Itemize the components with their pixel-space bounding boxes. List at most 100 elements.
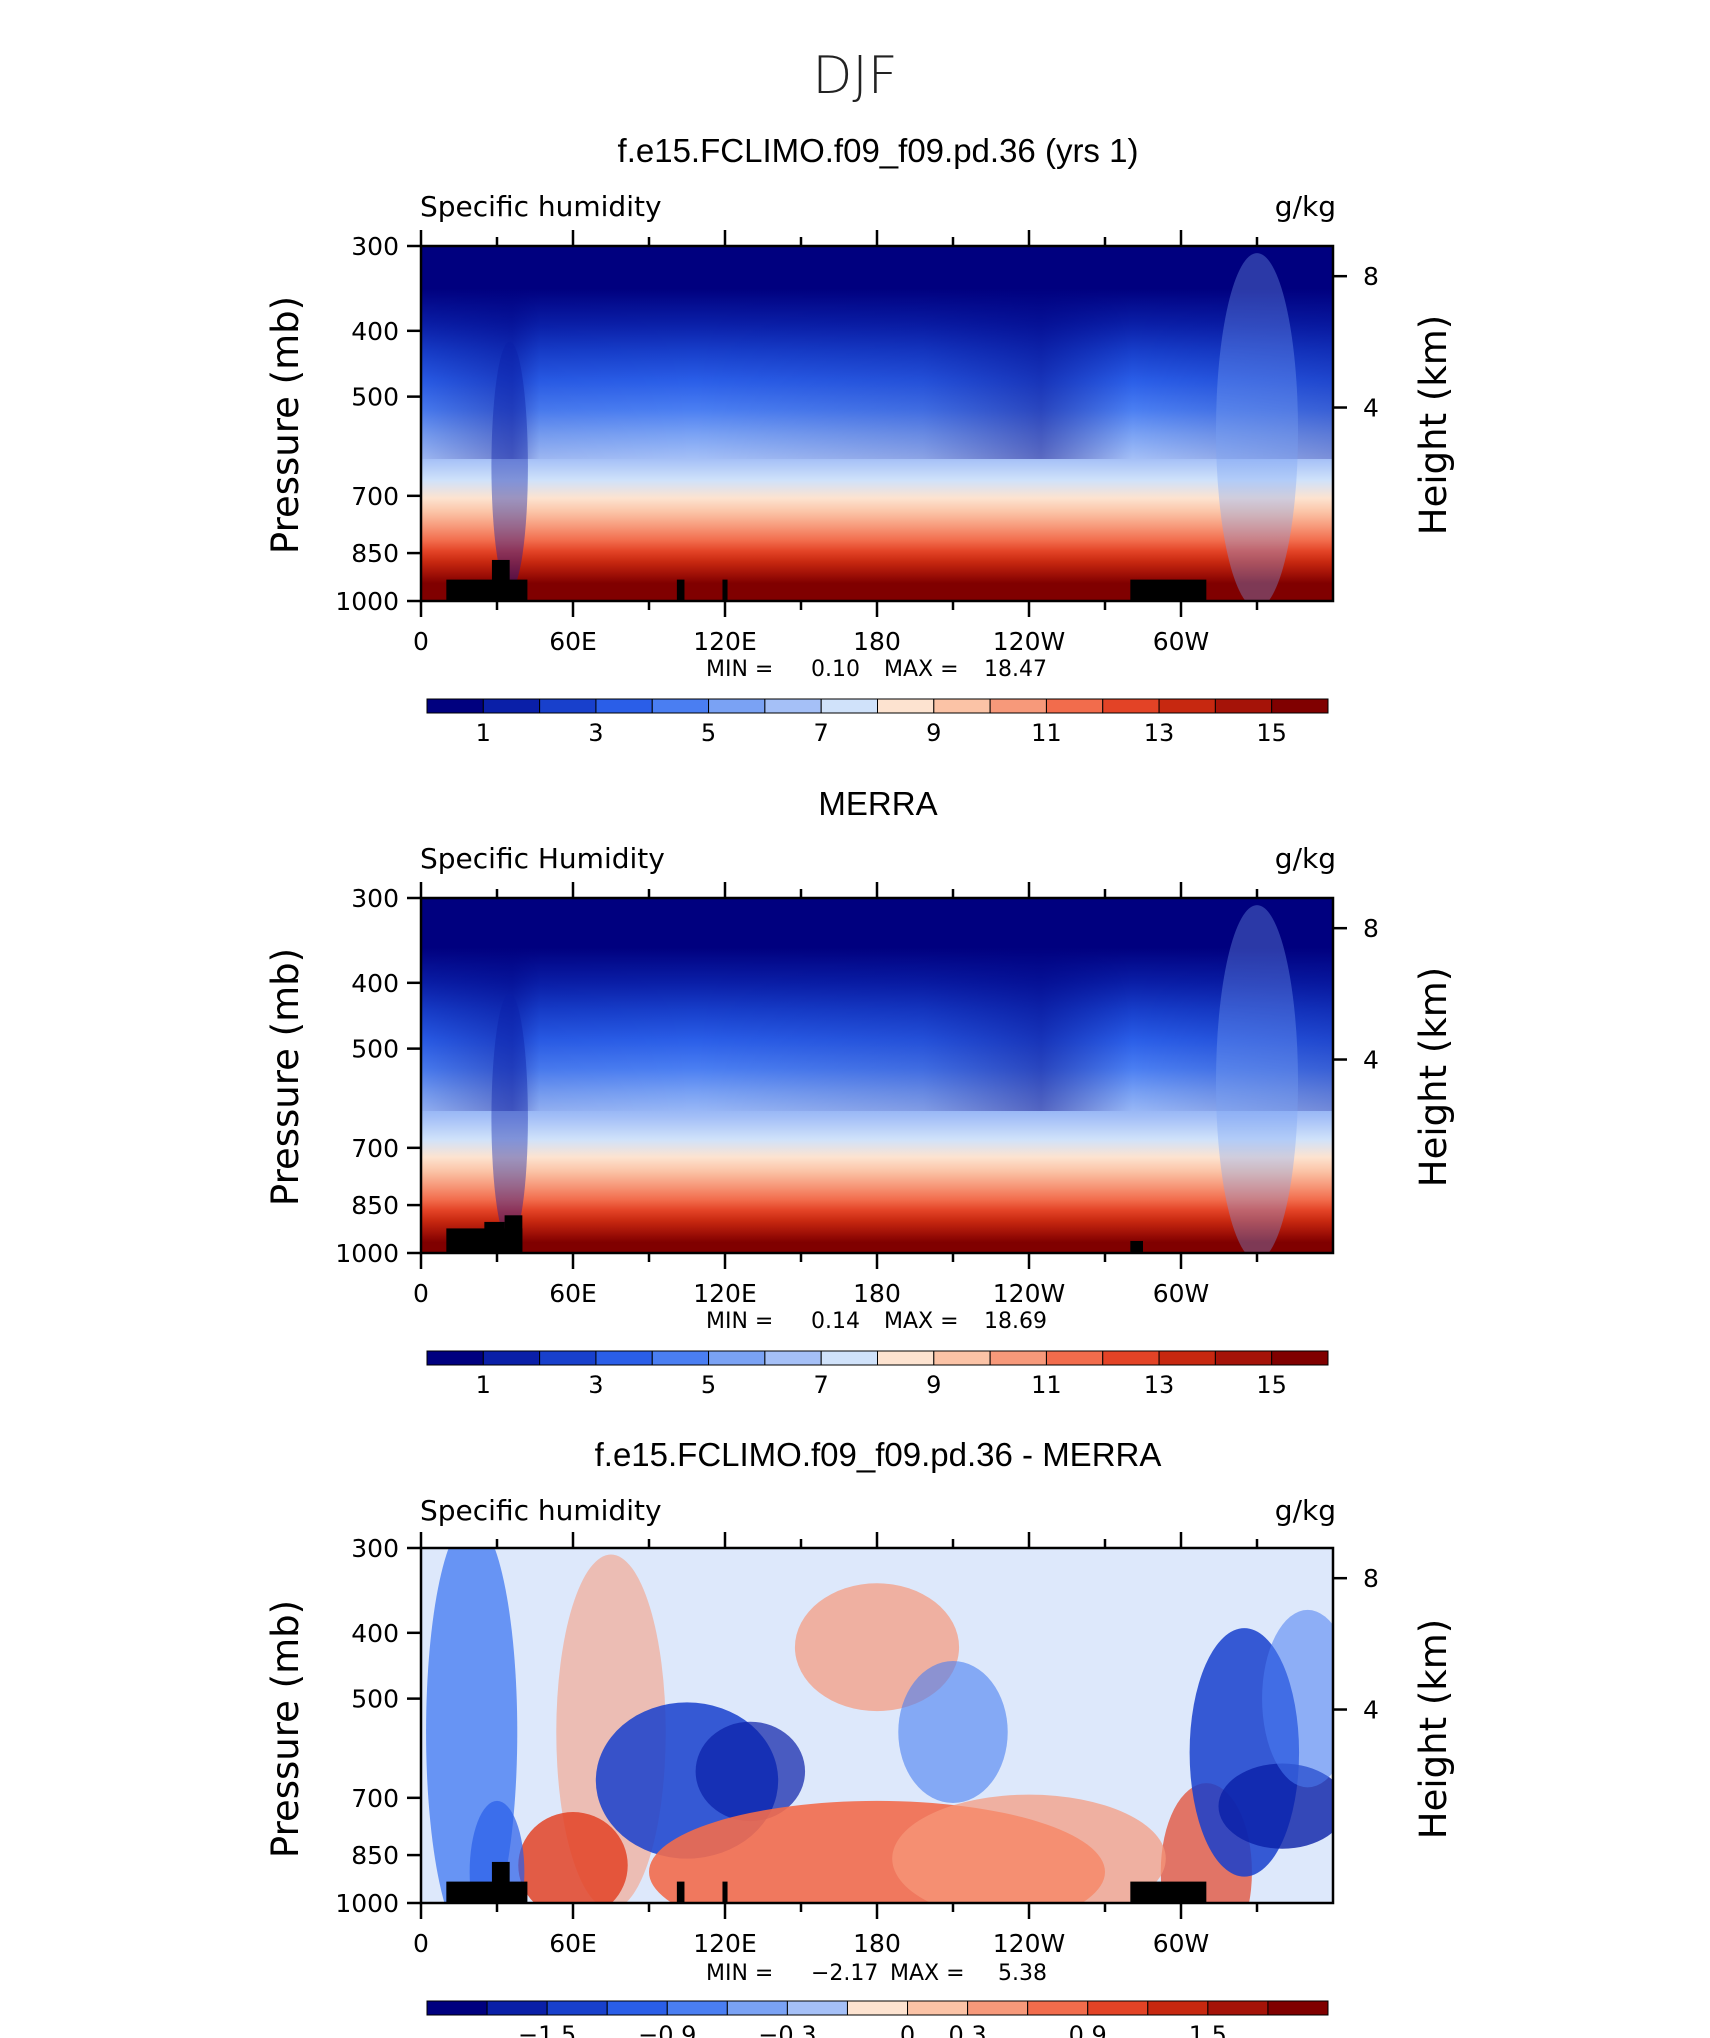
panel-1-y-label-right: Height (km) bbox=[1412, 315, 1455, 535]
y-tick-label: 1000 bbox=[335, 1239, 399, 1268]
colorbar-box bbox=[651, 698, 710, 714]
colorbar-box bbox=[666, 2000, 728, 2016]
colorbar-box bbox=[651, 1350, 710, 1366]
panel-2-y-label-right: Height (km) bbox=[1412, 967, 1455, 1187]
x-tick-label: 60W bbox=[1153, 627, 1210, 656]
x-tick-label: 120E bbox=[693, 1929, 757, 1958]
panel-3-y-label-right: Height (km) bbox=[1412, 1619, 1455, 1839]
colorbar-box bbox=[764, 1350, 822, 1366]
colorbar-box bbox=[877, 698, 935, 714]
colorbar-box bbox=[595, 1350, 653, 1366]
field-plume bbox=[1215, 253, 1299, 601]
panel-3-min-value: −2.17 bbox=[811, 1961, 878, 1986]
x-tick-label: 180 bbox=[853, 1279, 901, 1308]
colorbar-box bbox=[1027, 2000, 1089, 2016]
colorbar-box bbox=[907, 2000, 969, 2016]
colorbar-box bbox=[708, 698, 766, 714]
panel-2-max-value: 18.69 bbox=[984, 1309, 1047, 1334]
y-tick-label: 700 bbox=[351, 482, 399, 511]
colorbar-box bbox=[1214, 1350, 1273, 1366]
y-right-tick-label: 8 bbox=[1363, 262, 1379, 291]
colorbar-box bbox=[1158, 1350, 1216, 1366]
colorbar-box bbox=[426, 1350, 484, 1366]
x-tick-label: 60E bbox=[549, 1279, 597, 1308]
panel-1-max-label: MAX = bbox=[884, 657, 959, 682]
panel-3-max-label: MAX = bbox=[890, 1961, 965, 1986]
colorbar-box bbox=[1045, 1350, 1104, 1366]
x-tick-label: 60W bbox=[1153, 1929, 1210, 1958]
y-tick-label: 500 bbox=[351, 1035, 399, 1064]
colorbar-tick-label: 0.9 bbox=[1069, 2021, 1107, 2038]
x-tick-label: 60W bbox=[1153, 1279, 1210, 1308]
figure-title: DJF bbox=[812, 46, 897, 106]
y-tick-label: 850 bbox=[351, 539, 399, 568]
panel-2-title: MERRA bbox=[818, 785, 937, 822]
x-tick-label: 60E bbox=[549, 1929, 597, 1958]
topography-mask bbox=[1130, 1881, 1207, 1903]
panel-3-title: f.e15.FCLIMO.f09_f09.pd.36 - MERRA bbox=[595, 1436, 1162, 1473]
y-tick-label: 400 bbox=[351, 969, 399, 998]
colorbar-box bbox=[846, 2000, 909, 2016]
panel-3-colorbar: −1.5 −0.9 −0.3 0 0.3 0.9 1.5 bbox=[426, 2000, 1329, 2038]
y-tick-label: 850 bbox=[351, 1841, 399, 1870]
colorbar-box bbox=[482, 1350, 541, 1366]
panel-3-subtitle-left: Specific humidity bbox=[420, 1494, 662, 1527]
field-layer-dryband bbox=[421, 246, 1333, 459]
panel-2-max-label: MAX = bbox=[884, 1309, 959, 1334]
y-tick-label: 500 bbox=[351, 383, 399, 412]
colorbar-box bbox=[486, 2000, 548, 2016]
panel-2-field bbox=[421, 898, 1333, 1253]
topography-mask bbox=[446, 1881, 528, 1903]
panel-3-y-label: Pressure (mb) bbox=[264, 1600, 307, 1858]
colorbar-box bbox=[786, 2000, 848, 2016]
colorbar-box bbox=[820, 698, 878, 714]
colorbar-box bbox=[546, 2000, 608, 2016]
y-tick-label: 700 bbox=[351, 1134, 399, 1163]
panel-2-subtitle-left: Specific Humidity bbox=[420, 842, 665, 875]
field-dry-tongue bbox=[491, 341, 528, 591]
y-right-tick-label: 8 bbox=[1363, 1564, 1379, 1593]
topography-mask bbox=[491, 1861, 510, 1903]
panel-1-plot-area: 300 400 500 700 850 1000 8 4 0 60E 120E 180 120W 60W 1… bbox=[335, 230, 1379, 747]
colorbar-box bbox=[1045, 698, 1104, 714]
colorbar-tick-label: 9 bbox=[926, 719, 941, 747]
x-tick-label: 180 bbox=[853, 1929, 901, 1958]
colorbar-tick-label: 1 bbox=[476, 1371, 491, 1399]
field-plume bbox=[1215, 905, 1299, 1253]
anomaly-blob-4 bbox=[695, 1721, 806, 1822]
panel-1: f.e15.FCLIMO.f09_f09.pd.36 (yrs 1) Speci… bbox=[264, 132, 1455, 747]
topography-mask bbox=[1130, 579, 1207, 601]
colorbar-tick-label: 7 bbox=[814, 719, 829, 747]
panel-2-min-value: 0.14 bbox=[811, 1309, 860, 1334]
colorbar-box bbox=[482, 698, 541, 714]
colorbar-box bbox=[595, 698, 653, 714]
colorbar-tick-label: 11 bbox=[1031, 719, 1062, 747]
x-tick-label: 0 bbox=[413, 1279, 429, 1308]
field-layer-dryband bbox=[421, 898, 1333, 1111]
panel-3-max-value: 5.38 bbox=[998, 1961, 1047, 1986]
colorbar-box bbox=[1102, 1350, 1160, 1366]
field-dry-tongue bbox=[491, 993, 528, 1243]
panel-3-plot-area: 300 400 500 700 850 1000 8 4 0 60E 120E 180 120W 60W −… bbox=[335, 1532, 1379, 2038]
panel-2-min-label: MIN = bbox=[706, 1309, 773, 1334]
colorbar-tick-label: 0.3 bbox=[949, 2021, 987, 2038]
colorbar-box bbox=[1271, 1350, 1329, 1366]
topography-mask bbox=[484, 1221, 505, 1253]
panel-1-title: f.e15.FCLIMO.f09_f09.pd.36 (yrs 1) bbox=[618, 132, 1139, 169]
panel-1-max-value: 18.47 bbox=[984, 657, 1047, 682]
y-tick-label: 400 bbox=[351, 1619, 399, 1648]
colorbar-box bbox=[967, 2000, 1029, 2016]
y-right-tick-label: 8 bbox=[1363, 914, 1379, 943]
x-tick-label: 120W bbox=[993, 1929, 1065, 1958]
anomaly-blob-11 bbox=[1262, 1609, 1333, 1788]
colorbar-tick-label: 1.5 bbox=[1189, 2021, 1227, 2038]
colorbar-box bbox=[1214, 698, 1273, 714]
colorbar-box bbox=[426, 2000, 488, 2016]
colorbar-box bbox=[1271, 698, 1329, 714]
y-tick-label: 500 bbox=[351, 1685, 399, 1714]
colorbar-tick-label: −0.3 bbox=[758, 2021, 816, 2038]
panel-3-min-label: MIN = bbox=[706, 1961, 773, 1986]
colorbar-tick-label: 15 bbox=[1256, 719, 1287, 747]
colorbar-tick-label: 3 bbox=[588, 1371, 603, 1399]
